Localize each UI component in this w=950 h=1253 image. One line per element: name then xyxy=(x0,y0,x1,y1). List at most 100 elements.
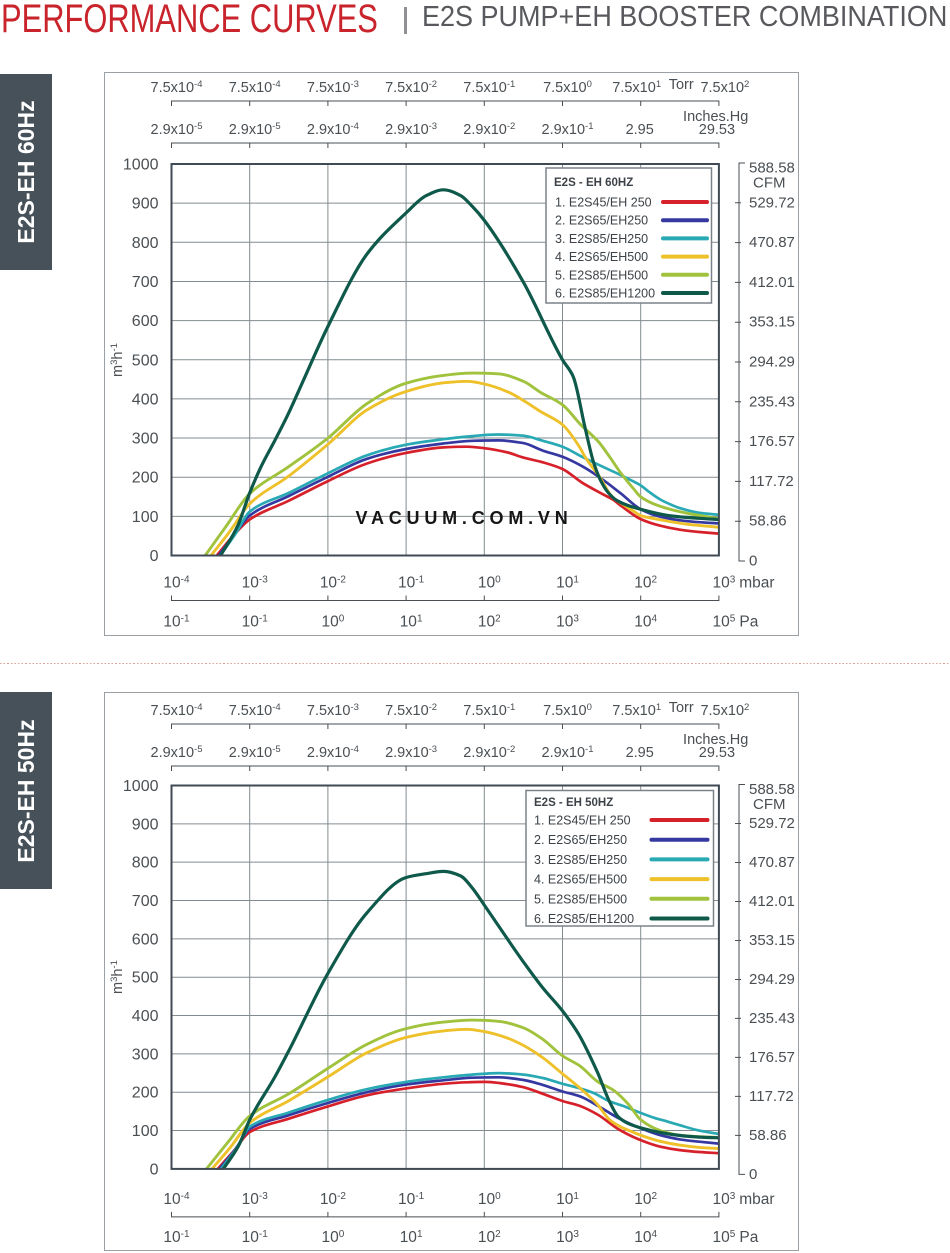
svg-text:Torr: Torr xyxy=(669,700,694,716)
svg-text:CFM: CFM xyxy=(753,796,786,813)
svg-text:300: 300 xyxy=(132,431,159,448)
svg-text:7.5x10-2: 7.5x10-2 xyxy=(385,702,437,719)
svg-text:mbar: mbar xyxy=(739,1191,774,1208)
svg-text:7.5x102: 7.5x102 xyxy=(700,79,749,96)
svg-text:353.15: 353.15 xyxy=(749,314,795,331)
svg-text:10-1: 10-1 xyxy=(242,614,269,631)
svg-text:2.9x10-1: 2.9x10-1 xyxy=(542,744,594,761)
svg-text:2.9x10-5: 2.9x10-5 xyxy=(229,121,281,138)
svg-text:7.5x101: 7.5x101 xyxy=(612,702,661,719)
svg-text:105: 105 xyxy=(712,614,735,631)
svg-text:300: 300 xyxy=(132,1046,159,1063)
svg-text:m3h-1: m3h-1 xyxy=(109,960,126,994)
svg-text:294.29: 294.29 xyxy=(749,971,795,988)
svg-text:3. E2S85/EH250: 3. E2S85/EH250 xyxy=(555,232,648,246)
svg-text:529.72: 529.72 xyxy=(749,815,795,832)
svg-text:mbar: mbar xyxy=(739,575,774,592)
svg-text:7.5x10-2: 7.5x10-2 xyxy=(385,79,437,96)
svg-text:2.9x10-4: 2.9x10-4 xyxy=(307,744,359,761)
svg-text:101: 101 xyxy=(556,1191,579,1208)
svg-text:2.95: 2.95 xyxy=(626,122,654,138)
svg-text:500: 500 xyxy=(132,970,159,987)
svg-text:200: 200 xyxy=(132,470,159,487)
svg-text:800: 800 xyxy=(132,855,159,872)
svg-text:102: 102 xyxy=(478,1229,501,1246)
svg-text:10-4: 10-4 xyxy=(163,575,190,592)
svg-text:588.58: 588.58 xyxy=(749,160,795,177)
svg-text:29.53: 29.53 xyxy=(699,122,735,138)
svg-text:102: 102 xyxy=(634,575,657,592)
svg-text:7.5x10-1: 7.5x10-1 xyxy=(463,702,515,719)
svg-text:900: 900 xyxy=(132,816,159,833)
svg-text:2.95: 2.95 xyxy=(626,745,654,761)
svg-text:101: 101 xyxy=(400,1229,423,1246)
svg-text:529.72: 529.72 xyxy=(749,194,795,211)
svg-text:103: 103 xyxy=(712,575,735,592)
svg-text:10-1: 10-1 xyxy=(398,1191,425,1208)
svg-text:7.5x10-4: 7.5x10-4 xyxy=(151,79,203,96)
svg-text:58.86: 58.86 xyxy=(749,1127,787,1144)
svg-text:10-1: 10-1 xyxy=(398,575,425,592)
svg-text:7.5x10-3: 7.5x10-3 xyxy=(307,79,359,96)
svg-text:700: 700 xyxy=(132,893,159,910)
svg-text:7.5x10-3: 7.5x10-3 xyxy=(307,702,359,719)
svg-text:Pa: Pa xyxy=(739,1229,758,1246)
svg-text:2.9x10-5: 2.9x10-5 xyxy=(151,121,203,138)
svg-text:7.5x10-4: 7.5x10-4 xyxy=(229,702,281,719)
svg-text:100: 100 xyxy=(321,614,344,631)
svg-text:7.5x100: 7.5x100 xyxy=(543,79,592,96)
svg-text:2.9x10-1: 2.9x10-1 xyxy=(542,121,594,138)
svg-text:700: 700 xyxy=(132,274,159,291)
svg-text:58.86: 58.86 xyxy=(749,513,787,530)
svg-text:100: 100 xyxy=(478,1191,501,1208)
svg-text:2. E2S65/EH250: 2. E2S65/EH250 xyxy=(534,833,627,847)
svg-text:2. E2S65/EH250: 2. E2S65/EH250 xyxy=(555,214,648,228)
svg-text:101: 101 xyxy=(400,614,423,631)
svg-text:100: 100 xyxy=(478,575,501,592)
svg-text:470.87: 470.87 xyxy=(749,234,795,251)
svg-text:10-1: 10-1 xyxy=(163,614,190,631)
svg-text:3. E2S85/EH250: 3. E2S85/EH250 xyxy=(534,853,627,867)
svg-text:900: 900 xyxy=(132,196,159,213)
svg-text:101: 101 xyxy=(556,575,579,592)
svg-text:2.9x10-2: 2.9x10-2 xyxy=(463,121,515,138)
svg-text:CFM: CFM xyxy=(753,175,786,192)
svg-text:2.9x10-4: 2.9x10-4 xyxy=(307,121,359,138)
svg-text:100: 100 xyxy=(321,1229,344,1246)
svg-text:2.9x10-2: 2.9x10-2 xyxy=(463,744,515,761)
svg-text:1. E2S45/EH 250: 1. E2S45/EH 250 xyxy=(534,814,631,828)
svg-text:E2S - EH 50HZ: E2S - EH 50HZ xyxy=(534,797,613,809)
svg-text:Pa: Pa xyxy=(739,614,758,631)
svg-text:6. E2S85/EH1200: 6. E2S85/EH1200 xyxy=(555,287,655,301)
svg-text:294.29: 294.29 xyxy=(749,354,795,371)
svg-text:4. E2S65/EH500: 4. E2S65/EH500 xyxy=(534,873,627,887)
svg-text:7.5x10-4: 7.5x10-4 xyxy=(229,79,281,96)
svg-text:176.57: 176.57 xyxy=(749,433,795,450)
svg-text:117.72: 117.72 xyxy=(749,1088,794,1105)
svg-text:7.5x100: 7.5x100 xyxy=(543,702,592,719)
svg-text:400: 400 xyxy=(132,391,159,408)
svg-text:412.01: 412.01 xyxy=(749,893,795,910)
svg-text:1000: 1000 xyxy=(123,778,159,795)
svg-text:10-3: 10-3 xyxy=(242,1191,269,1208)
svg-text:1. E2S45/EH 250: 1. E2S45/EH 250 xyxy=(555,196,652,210)
svg-text:10-3: 10-3 xyxy=(242,575,269,592)
svg-text:104: 104 xyxy=(634,1229,657,1246)
svg-text:2.9x10-5: 2.9x10-5 xyxy=(151,744,203,761)
svg-text:104: 104 xyxy=(634,614,657,631)
svg-text:10-4: 10-4 xyxy=(163,1191,190,1208)
svg-text:800: 800 xyxy=(132,235,159,252)
svg-text:103: 103 xyxy=(556,1229,579,1246)
svg-text:0: 0 xyxy=(150,548,159,565)
svg-text:117.72: 117.72 xyxy=(749,473,794,490)
svg-text:Torr: Torr xyxy=(669,77,694,93)
svg-text:7.5x10-4: 7.5x10-4 xyxy=(151,702,203,719)
svg-text:200: 200 xyxy=(132,1085,159,1102)
svg-text:29.53: 29.53 xyxy=(699,745,735,761)
svg-text:10-1: 10-1 xyxy=(163,1229,190,1246)
svg-text:600: 600 xyxy=(132,313,159,330)
svg-text:7.5x101: 7.5x101 xyxy=(612,79,661,96)
svg-text:100: 100 xyxy=(132,1123,159,1140)
svg-text:Inches.Hg: Inches.Hg xyxy=(683,109,748,125)
svg-text:102: 102 xyxy=(478,614,501,631)
